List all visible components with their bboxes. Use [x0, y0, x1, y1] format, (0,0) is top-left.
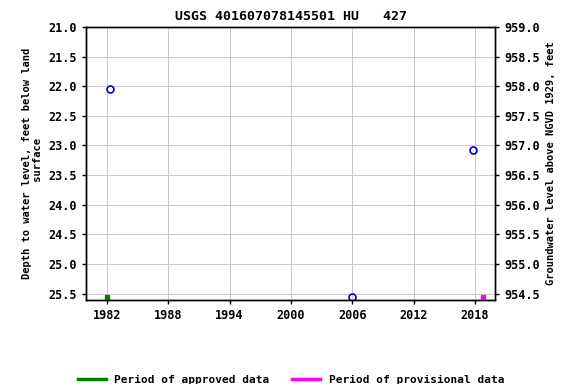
Y-axis label: Depth to water level, feet below land
 surface: Depth to water level, feet below land su… — [22, 48, 43, 279]
Title: USGS 401607078145501 HU   427: USGS 401607078145501 HU 427 — [175, 10, 407, 23]
Y-axis label: Groundwater level above NGVD 1929, feet: Groundwater level above NGVD 1929, feet — [545, 41, 556, 285]
Legend: Period of approved data, Period of provisional data: Period of approved data, Period of provi… — [73, 371, 509, 384]
